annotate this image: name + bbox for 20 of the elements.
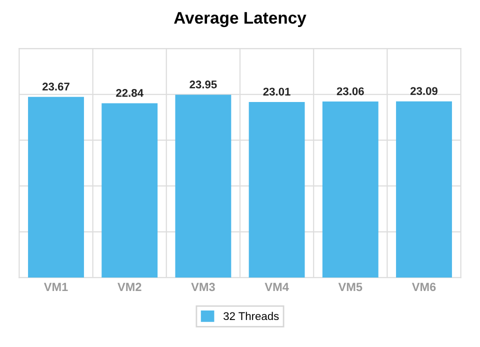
x-tick-label: VM2: [118, 282, 142, 292]
data-label: 23.67: [42, 82, 70, 91]
x-tick-label: VM3: [191, 282, 215, 292]
data-label: 23.95: [190, 80, 217, 88]
data-label: 23.01: [263, 88, 290, 96]
x-tick-label: VM5: [338, 282, 362, 292]
data-label: 23.09: [410, 87, 438, 95]
bar: [175, 94, 232, 278]
bar: [248, 102, 305, 278]
data-label: 22.84: [116, 89, 144, 97]
x-tick-label: VM4: [264, 282, 289, 292]
data-label: 23.06: [336, 87, 364, 96]
legend-label: 32 Threads: [224, 312, 279, 320]
x-tick-label: VM6: [412, 282, 436, 292]
x-tick-label: VM1: [44, 282, 68, 292]
bar: [102, 103, 158, 278]
bar: [396, 101, 452, 278]
bar: [28, 96, 84, 278]
bar: [322, 102, 378, 278]
chart-title: Average Latency: [174, 12, 306, 28]
